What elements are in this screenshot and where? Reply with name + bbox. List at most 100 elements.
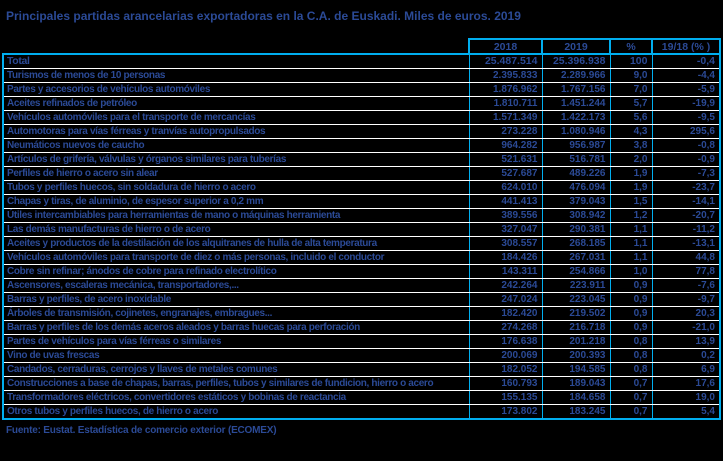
value-2018: 155.135 [468,390,542,405]
row-label: Aceites y productos de la destilación de… [2,236,469,251]
row-label: Vino de uvas frescas [2,348,469,363]
value-2018: 1.876.962 [468,82,542,97]
table-row: Barras y perfiles, de acero inoxidable 2… [2,292,721,307]
table-row: Partes y accesorios de vehículos automóv… [2,82,721,97]
value-2019: 2.289.966 [541,68,610,83]
row-label: Turismos de menos de 10 personas [2,68,469,83]
value-2018: 242.264 [468,278,542,293]
value-share-pct: 0,9 [609,292,652,307]
value-share-pct: 1,0 [609,264,652,279]
value-share-pct: 0,9 [609,278,652,293]
table-row: Vehículos automóviles para transporte de… [2,250,721,265]
table-row: Vehículos automóviles para el transporte… [2,110,721,125]
row-label: Automotoras para vías férreas y tranvías… [2,124,469,139]
row-label: Barras y perfiles de los demás aceros al… [2,320,469,335]
value-share-pct: 1,2 [609,208,652,223]
value-2018: 1.571.349 [468,110,542,125]
value-2019: 194.585 [541,362,610,377]
value-2018: 527.687 [468,166,542,181]
value-2018: 182.420 [468,306,542,321]
value-share-pct: 1,9 [609,180,652,195]
table-row: Aceites y productos de la destilación de… [2,236,721,251]
value-2018: 173.802 [468,404,542,420]
table-row: Cobre sin refinar; ánodos de cobre para … [2,264,721,279]
value-yoy-pct: -7,3 [651,166,721,181]
value-share-pct: 100 [609,53,652,69]
source-note: Fuente: Eustat. Estadística de comercio … [6,425,277,436]
value-share-pct: 0,8 [609,362,652,377]
row-label: Partes de vehículos para vías férreas o … [2,334,469,349]
table-row: Vino de uvas frescas 200.069 200.393 0,8… [2,348,721,363]
row-label: Aceites refinados de petróleo [2,96,469,111]
row-label: Árboles de transmisión, cojinetes, engra… [2,306,469,321]
value-2019: 268.185 [541,236,610,251]
value-yoy-pct: -21,0 [651,320,721,335]
value-yoy-pct: -0,9 [651,152,721,167]
value-yoy-pct: -0,4 [651,53,721,69]
table-row: Útiles intercambiables para herramientas… [2,208,721,223]
table-row: Neumáticos nuevos de caucho 964.282 956.… [2,138,721,153]
value-yoy-pct: -5,9 [651,82,721,97]
value-share-pct: 1,1 [609,222,652,237]
value-share-pct: 0,9 [609,320,652,335]
value-2019: 184.658 [541,390,610,405]
row-label: Total [2,53,469,69]
row-label: Transformadores eléctricos, convertidore… [2,390,469,405]
value-2019: 201.218 [541,334,610,349]
value-share-pct: 1,1 [609,250,652,265]
value-2019: 267.031 [541,250,610,265]
column-header-yoy-pct: 19/18 (% ) [651,38,721,55]
table-row: Candados, cerraduras, cerrojos y llaves … [2,362,721,377]
value-2019: 1.451.244 [541,96,610,111]
value-2019: 516.781 [541,152,610,167]
value-share-pct: 0,7 [609,390,652,405]
value-yoy-pct: 5,4 [651,404,721,420]
table-row: Automotoras para vías férreas y tranvías… [2,124,721,139]
value-2018: 327.047 [468,222,542,237]
row-label: Chapas y tiras, de aluminio, de espesor … [2,194,469,209]
value-yoy-pct: -0,8 [651,138,721,153]
value-share-pct: 7,0 [609,82,652,97]
value-share-pct: 2,0 [609,152,652,167]
table-row: Chapas y tiras, de aluminio, de espesor … [2,194,721,209]
column-header-share-pct: % [609,38,653,55]
value-share-pct: 5,6 [609,110,652,125]
value-yoy-pct: -14,1 [651,194,721,209]
value-2019: 183.245 [541,404,610,420]
value-yoy-pct: 0,2 [651,348,721,363]
value-yoy-pct: 295,6 [651,124,721,139]
value-2018: 964.282 [468,138,542,153]
value-yoy-pct: 77,8 [651,264,721,279]
value-yoy-pct: 17,6 [651,376,721,391]
row-label: Partes y accesorios de vehículos automóv… [2,82,469,97]
page-title: Principales partidas arancelarias export… [6,9,521,23]
value-yoy-pct: -9,5 [651,110,721,125]
value-2019: 25.396.938 [541,53,610,69]
table-row: Turismos de menos de 10 personas 2.395.8… [2,68,721,83]
value-2019: 476.094 [541,180,610,195]
table-row: Partes de vehículos para vías férreas o … [2,334,721,349]
value-2019: 290.381 [541,222,610,237]
value-2019: 308.942 [541,208,610,223]
row-label: Artículos de grifería, válvulas y órgano… [2,152,469,167]
value-yoy-pct: -4,4 [651,68,721,83]
value-yoy-pct: -19,9 [651,96,721,111]
value-2018: 25.487.514 [468,53,542,69]
table-row: Aceites refinados de petróleo 1.810.711 … [2,96,721,111]
row-label: Útiles intercambiables para herramientas… [2,208,469,223]
value-2018: 274.268 [468,320,542,335]
value-yoy-pct: 19,0 [651,390,721,405]
value-share-pct: 0,9 [609,306,652,321]
value-2019: 489.226 [541,166,610,181]
table-row: Barras y perfiles de los demás aceros al… [2,320,721,335]
value-yoy-pct: -7,6 [651,278,721,293]
row-label: Barras y perfiles, de acero inoxidable [2,292,469,307]
column-header-2019: 2019 [541,38,611,55]
value-share-pct: 4,3 [609,124,652,139]
table-body: Total 25.487.514 25.396.938 100 -0,4 Tur… [2,53,721,420]
value-yoy-pct: 13,9 [651,334,721,349]
row-label: Candados, cerraduras, cerrojos y llaves … [2,362,469,377]
value-2018: 441.413 [468,194,542,209]
row-label: Vehículos automóviles para el transporte… [2,110,469,125]
value-2018: 176.638 [468,334,542,349]
